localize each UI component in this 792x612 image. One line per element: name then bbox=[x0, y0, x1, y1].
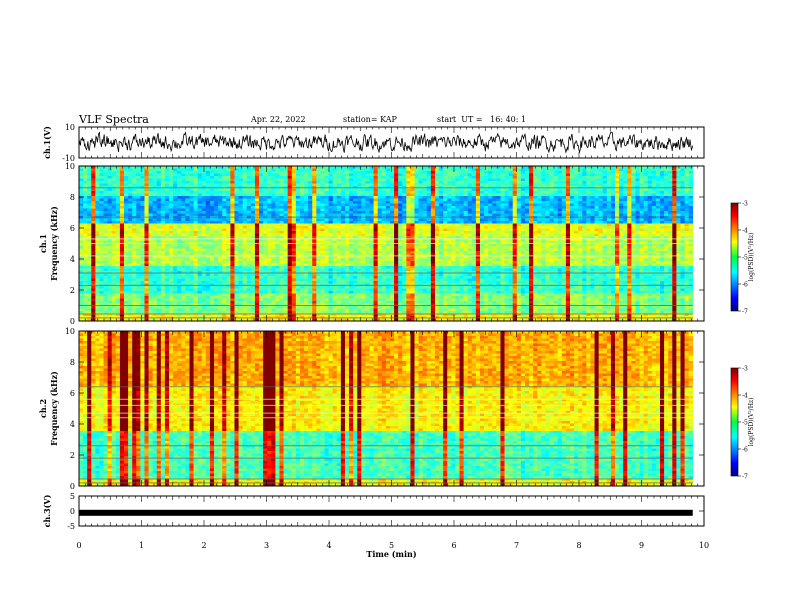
spectrogram-ch2-ytick-label: 10 bbox=[65, 327, 75, 336]
spectrogram-ch2-ylabel-frequency: Frequency (kHz) bbox=[49, 371, 59, 446]
spectrogram-ch2-ytick-label: 6 bbox=[70, 389, 75, 398]
spectrogram-ch1-image bbox=[79, 166, 693, 321]
spectrogram-ch1-ytick-label: 8 bbox=[70, 193, 75, 202]
ch1-waveform-ylabel: ch.1(V) bbox=[42, 126, 52, 159]
x-tick-label: 10 bbox=[699, 541, 709, 550]
spectrogram-ch2-ytick-label: 2 bbox=[70, 451, 75, 460]
x-axis-label: Time (min) bbox=[366, 549, 416, 559]
x-tick-label: 4 bbox=[326, 541, 331, 550]
x-tick-label: 2 bbox=[201, 541, 206, 550]
spectrogram-ch2-colorbar-label: log(PSD)(V²/Hz) bbox=[748, 398, 755, 447]
spectrogram-ch1-ytick-label: 2 bbox=[70, 286, 75, 295]
ch3-waveform-line bbox=[79, 510, 693, 516]
ch1-waveform-ytick-label: 10 bbox=[65, 123, 75, 132]
spectrogram-ch2-ylabel: ch.2 bbox=[38, 399, 48, 418]
x-tick-label: 6 bbox=[451, 541, 456, 550]
spectrogram-ch1-colorbar-tick-label: -7 bbox=[742, 309, 748, 316]
ch1-waveform-line bbox=[79, 132, 693, 153]
spectrogram-ch1-colorbar bbox=[731, 203, 738, 311]
spectrogram-ch2-colorbar-tick-label: -7 bbox=[742, 474, 748, 481]
x-tick-label: 9 bbox=[639, 541, 644, 550]
spectrogram-ch2-ytick-label: 4 bbox=[70, 420, 75, 429]
spectrogram-ch2-colorbar-tick-label: -3 bbox=[742, 366, 748, 373]
spectrogram-ch1-colorbar-tick-label: -6 bbox=[742, 282, 748, 289]
spectrogram-ch1-ylabel: ch.1 bbox=[38, 234, 48, 253]
spectrogram-ch1-ytick-label: 6 bbox=[70, 224, 75, 233]
spectrogram-ch2-image bbox=[79, 331, 693, 486]
x-tick-label: 3 bbox=[264, 541, 269, 550]
ch3-waveform-ytick-label: 0 bbox=[70, 507, 75, 516]
ch3-waveform-ytick-label: 5 bbox=[70, 492, 75, 501]
spectrogram-ch2-ytick-label: 0 bbox=[70, 482, 75, 491]
spectrogram-ch2-ytick-label: 8 bbox=[70, 358, 75, 367]
spectrogram-ch2-colorbar bbox=[731, 368, 738, 476]
spectrogram-ch1-colorbar-label: log(PSD)(V²/Hz) bbox=[748, 233, 755, 282]
x-tick-label: 0 bbox=[76, 541, 81, 550]
spectrogram-ch1-ytick-label: 10 bbox=[65, 162, 75, 171]
spectrogram-ch1-ylabel-frequency: Frequency (kHz) bbox=[49, 206, 59, 281]
spectrogram-ch1-ytick-label: 4 bbox=[70, 255, 75, 264]
spectrogram-ch1-colorbar-tick-label: -3 bbox=[742, 201, 748, 208]
x-tick-label: 1 bbox=[139, 541, 144, 550]
ch3-waveform-ylabel: ch.3(V) bbox=[42, 494, 52, 527]
spectrogram-ch2-colorbar-tick-label: -6 bbox=[742, 447, 748, 454]
x-tick-label: 8 bbox=[576, 541, 581, 550]
ch3-waveform-ytick-label: -5 bbox=[67, 522, 75, 531]
spectrogram-ch1-ytick-label: 0 bbox=[70, 317, 75, 326]
x-tick-label: 7 bbox=[514, 541, 519, 550]
